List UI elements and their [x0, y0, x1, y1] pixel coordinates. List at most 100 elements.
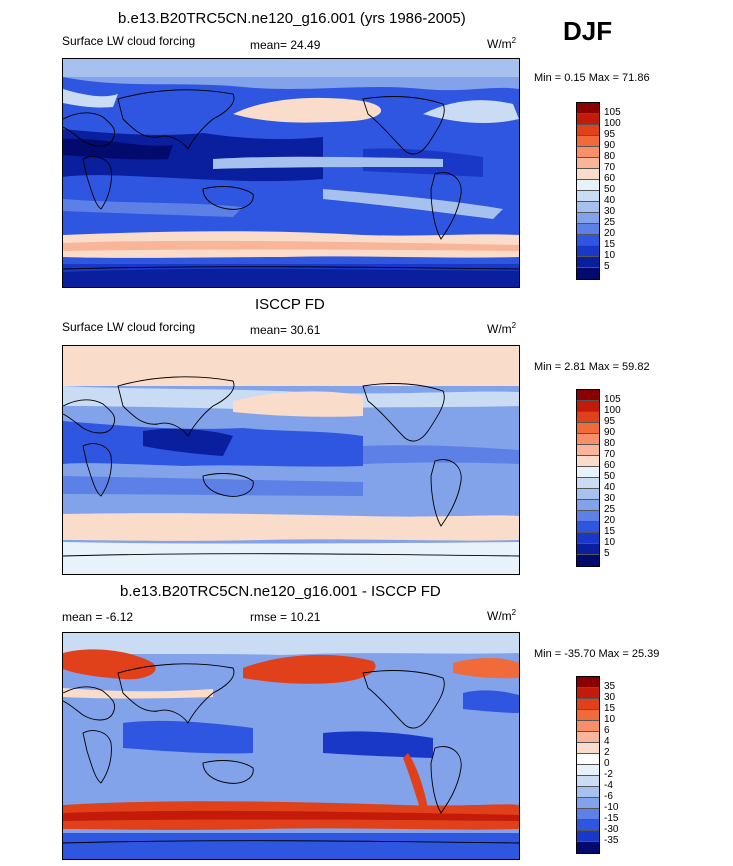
panel3-rmse: rmse = 10.21	[250, 610, 321, 624]
colorbar-label: -10	[604, 802, 619, 813]
colorbar-label: 105	[604, 394, 621, 405]
colorbar-swatch	[577, 489, 599, 500]
colorbar-swatch	[577, 765, 599, 776]
colorbar-swatch	[577, 202, 599, 213]
colorbar-label: 20	[604, 515, 616, 526]
panel1-map	[62, 58, 520, 288]
colorbar-label: -15	[604, 813, 619, 824]
colorbar-label: 20	[604, 228, 616, 239]
colorbar-swatch	[577, 125, 599, 136]
colorbar-swatch	[577, 721, 599, 732]
colorbar-label: 6	[604, 725, 610, 736]
colorbar-swatch	[577, 114, 599, 125]
colorbar-label: 35	[604, 681, 616, 692]
colorbar-swatch	[577, 544, 599, 555]
colorbar-swatch	[577, 213, 599, 224]
colorbar-swatch	[577, 467, 599, 478]
panel1-title: b.e13.B20TRC5CN.ne120_g16.001 (yrs 1986-…	[118, 10, 466, 27]
colorbar-label: 25	[604, 217, 616, 228]
colorbar-swatch	[577, 754, 599, 765]
colorbar-swatch	[577, 677, 599, 688]
panel3-minmax: Min = -35.70 Max = 25.39	[534, 648, 660, 660]
colorbar-label: 5	[604, 261, 610, 272]
colorbar-swatch	[577, 412, 599, 423]
panel3-mean: mean = -6.12	[62, 610, 134, 624]
colorbar-label: 100	[604, 405, 621, 416]
colorbar-label: 80	[604, 438, 616, 449]
colorbar-swatch	[577, 136, 599, 147]
season-label: DJF	[563, 16, 613, 46]
colorbar-swatch	[577, 478, 599, 489]
colorbar-swatch	[577, 147, 599, 158]
colorbar-swatch	[577, 776, 599, 787]
colorbar-label: 25	[604, 504, 616, 515]
colorbar-swatch	[577, 787, 599, 798]
panel2-variable: Surface LW cloud forcing	[62, 320, 196, 334]
colorbar-label: 95	[604, 129, 616, 140]
colorbar-label: -6	[604, 791, 613, 802]
panel3-title: b.e13.B20TRC5CN.ne120_g16.001 - ISCCP FD	[120, 583, 441, 600]
colorbar-label: 30	[604, 493, 616, 504]
colorbar-swatch	[577, 180, 599, 191]
panel2-map	[62, 345, 520, 575]
colorbar-swatch	[577, 831, 599, 842]
colorbar-label: 105	[604, 107, 621, 118]
colorbar-swatch	[577, 456, 599, 467]
colorbar-label: 50	[604, 184, 616, 195]
colorbar-label: -35	[604, 835, 619, 846]
colorbar-label: 10	[604, 250, 616, 261]
colorbar-swatch	[577, 732, 599, 743]
colorbar-label: 15	[604, 239, 616, 250]
colorbar-label: 40	[604, 195, 616, 206]
colorbar-label: 70	[604, 162, 616, 173]
panel1-mean: mean= 24.49	[250, 38, 321, 52]
colorbar-swatch	[577, 445, 599, 456]
panel2-mean: mean= 30.61	[250, 323, 321, 337]
panel3-map	[62, 632, 520, 860]
colorbar-label: 2	[604, 747, 610, 758]
colorbar-swatch	[577, 401, 599, 412]
colorbar-swatch	[577, 743, 599, 754]
colorbar-swatch	[577, 809, 599, 820]
colorbar-label: 70	[604, 449, 616, 460]
colorbar-label: 100	[604, 118, 621, 129]
colorbar-swatch	[577, 842, 599, 853]
colorbar-swatch	[577, 820, 599, 831]
colorbar-swatch	[577, 390, 599, 401]
colorbar-label: 95	[604, 416, 616, 427]
colorbar-label: 50	[604, 471, 616, 482]
colorbar-label: -30	[604, 824, 619, 835]
colorbar-label: 15	[604, 703, 616, 714]
panel1-minmax: Min = 0.15 Max = 71.86	[534, 72, 650, 84]
colorbar-swatch	[577, 434, 599, 445]
colorbar-swatch	[577, 511, 599, 522]
colorbar-swatch	[577, 158, 599, 169]
colorbar-label: 30	[604, 692, 616, 703]
panel1-colorbar	[576, 102, 600, 280]
colorbar-label: 5	[604, 548, 610, 559]
colorbar-swatch	[577, 257, 599, 268]
colorbar-swatch	[577, 246, 599, 257]
colorbar-label: 0	[604, 758, 610, 769]
panel2-minmax: Min = 2.81 Max = 59.82	[534, 361, 650, 373]
colorbar-label: 80	[604, 151, 616, 162]
colorbar-swatch	[577, 169, 599, 180]
colorbar-swatch	[577, 555, 599, 566]
colorbar-label: 10	[604, 714, 616, 725]
colorbar-label: 10	[604, 537, 616, 548]
colorbar-swatch	[577, 423, 599, 434]
colorbar-label: 90	[604, 140, 616, 151]
colorbar-label: 15	[604, 526, 616, 537]
panel1-units: W/m2	[487, 36, 517, 51]
colorbar-label: 30	[604, 206, 616, 217]
colorbar-swatch	[577, 500, 599, 511]
colorbar-label: -2	[604, 769, 613, 780]
colorbar-label: 90	[604, 427, 616, 438]
panel3-colorbar	[576, 676, 600, 854]
panel3-units: W/m2	[487, 608, 517, 623]
colorbar-label: 40	[604, 482, 616, 493]
colorbar-swatch	[577, 710, 599, 721]
colorbar-swatch	[577, 533, 599, 544]
colorbar-label: 4	[604, 736, 610, 747]
colorbar-swatch	[577, 235, 599, 246]
